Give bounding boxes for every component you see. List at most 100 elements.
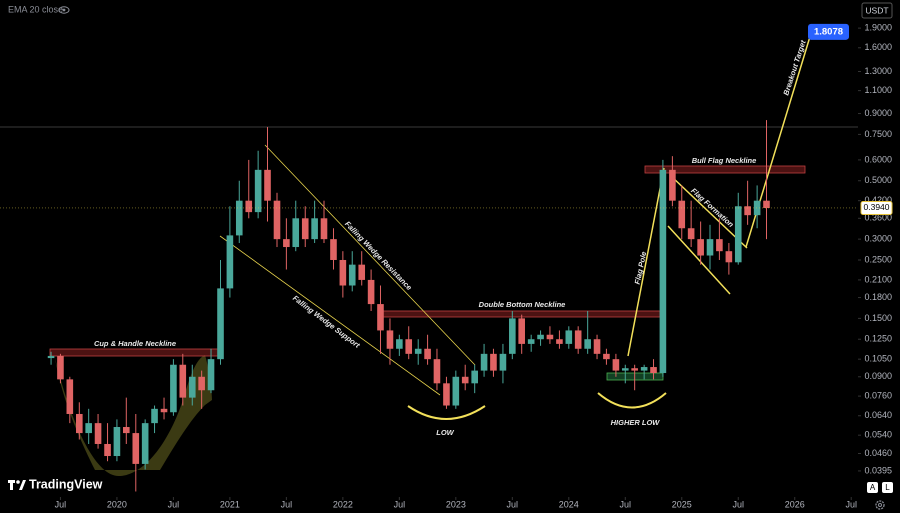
candle-body bbox=[631, 368, 638, 371]
candle-body bbox=[490, 353, 497, 371]
candle-body bbox=[734, 206, 742, 263]
candle-body bbox=[659, 169, 667, 374]
scale-button[interactable] bbox=[867, 482, 878, 493]
candle-body bbox=[480, 353, 488, 371]
flag-pole-line bbox=[627, 167, 665, 357]
y-tick-label: 0.5000 bbox=[864, 175, 892, 185]
candle-body bbox=[584, 339, 591, 349]
candles bbox=[47, 120, 770, 492]
x-tick-label: Jul bbox=[55, 499, 67, 509]
candle-body bbox=[188, 376, 196, 398]
y-tick-label: 0.0395 bbox=[864, 465, 892, 475]
annotation: Bull Flag Neckline bbox=[692, 156, 757, 165]
x-tick-label: Jul bbox=[507, 499, 519, 509]
candle-body bbox=[405, 339, 413, 354]
candle-body bbox=[160, 408, 168, 413]
x-tick-label: 2022 bbox=[333, 499, 353, 509]
candle-body bbox=[311, 218, 318, 240]
currency-box[interactable] bbox=[861, 2, 893, 19]
candle-body bbox=[678, 200, 686, 229]
y-tick-label: 0.2500 bbox=[864, 254, 892, 264]
last-price-label: 0.3940 bbox=[864, 202, 890, 212]
y-tick-label: 0.0640 bbox=[864, 410, 892, 420]
candle-body bbox=[443, 383, 450, 406]
x-tick-label: 2025 bbox=[672, 499, 692, 509]
annotation: Double Bottom Neckline bbox=[479, 300, 566, 309]
x-tick-label: Jul bbox=[168, 499, 180, 509]
y-tick-label: 0.2100 bbox=[864, 274, 892, 284]
candle-body bbox=[546, 334, 554, 340]
candle-body bbox=[650, 367, 657, 374]
candle-body bbox=[254, 169, 262, 213]
x-tick-label: Jul bbox=[732, 499, 744, 509]
candle-body bbox=[518, 318, 525, 344]
candle-body bbox=[603, 353, 610, 360]
candle-body bbox=[753, 200, 761, 216]
cup-shape bbox=[55, 355, 212, 477]
annotation: HIGHER LOW bbox=[611, 418, 661, 427]
candle-body bbox=[556, 339, 563, 344]
candle-body bbox=[424, 348, 431, 360]
candle-body bbox=[763, 200, 770, 208]
candle-body bbox=[245, 200, 253, 213]
candle-body bbox=[330, 239, 337, 260]
y-tick-label: 0.1500 bbox=[864, 313, 892, 323]
eye-icon[interactable] bbox=[58, 6, 70, 14]
y-tick-label: 0.3000 bbox=[864, 234, 892, 244]
y-tick-label: 0.1250 bbox=[864, 334, 892, 344]
candle-body bbox=[85, 423, 92, 434]
last-price-tag bbox=[860, 200, 893, 215]
x-tick-label: 2021 bbox=[220, 499, 240, 509]
candle-body bbox=[367, 279, 375, 305]
y-tick-label: 0.7500 bbox=[864, 129, 892, 139]
low-arc bbox=[407, 405, 486, 420]
wedge-support-line bbox=[219, 235, 441, 396]
candle-body bbox=[273, 200, 281, 240]
y-tick-label: 1.9000 bbox=[864, 23, 892, 33]
indicator-label[interactable]: EMA 20 close bbox=[8, 4, 63, 14]
scale-button-label[interactable]: L bbox=[885, 483, 890, 492]
candle-body bbox=[292, 218, 300, 248]
candle-body bbox=[226, 235, 234, 289]
brand-name: TradingView bbox=[29, 477, 103, 491]
x-tick-label: Jul bbox=[845, 499, 857, 509]
candle-body bbox=[716, 239, 723, 252]
cup-neckline-zone bbox=[49, 348, 221, 357]
candle-body bbox=[198, 376, 205, 391]
x-tick-label: 2024 bbox=[559, 499, 579, 509]
candle-body bbox=[509, 318, 516, 354]
candle-body bbox=[706, 239, 714, 256]
y-tick-label: 0.0540 bbox=[864, 430, 892, 440]
candle-body bbox=[414, 348, 422, 354]
x-tick-label: Jul bbox=[394, 499, 406, 509]
candle-body bbox=[141, 423, 149, 464]
candle-body bbox=[669, 169, 676, 201]
currency-label[interactable]: USDT bbox=[865, 5, 888, 15]
candle-body bbox=[66, 379, 74, 414]
y-tick-label: 0.0460 bbox=[864, 448, 892, 458]
y-tick-label: 0.1800 bbox=[864, 292, 892, 302]
bull-flag-zone bbox=[644, 165, 806, 174]
flag-upper-line bbox=[670, 175, 748, 249]
settings-icon[interactable] bbox=[875, 500, 885, 510]
candle-body bbox=[574, 330, 582, 349]
candle-body bbox=[461, 376, 469, 384]
y-tick-label: 1.3000 bbox=[864, 66, 892, 76]
scale-button[interactable] bbox=[882, 482, 893, 493]
candle-body bbox=[377, 304, 384, 331]
candle-body bbox=[537, 334, 544, 340]
y-tick-label: 0.3600 bbox=[864, 213, 892, 223]
scale-button-label[interactable]: A bbox=[870, 483, 876, 492]
candle-body bbox=[57, 355, 64, 380]
x-tick-label: Jul bbox=[281, 499, 293, 509]
wedge-resistance-line bbox=[264, 144, 476, 366]
y-tick-label: 1.1000 bbox=[864, 85, 892, 95]
y-tick-label: 0.1050 bbox=[864, 354, 892, 364]
x-tick-label: Jul bbox=[620, 499, 632, 509]
candle-body bbox=[527, 339, 535, 344]
candle-body bbox=[565, 330, 573, 344]
candle-body bbox=[593, 339, 601, 354]
candle-body bbox=[113, 427, 121, 457]
